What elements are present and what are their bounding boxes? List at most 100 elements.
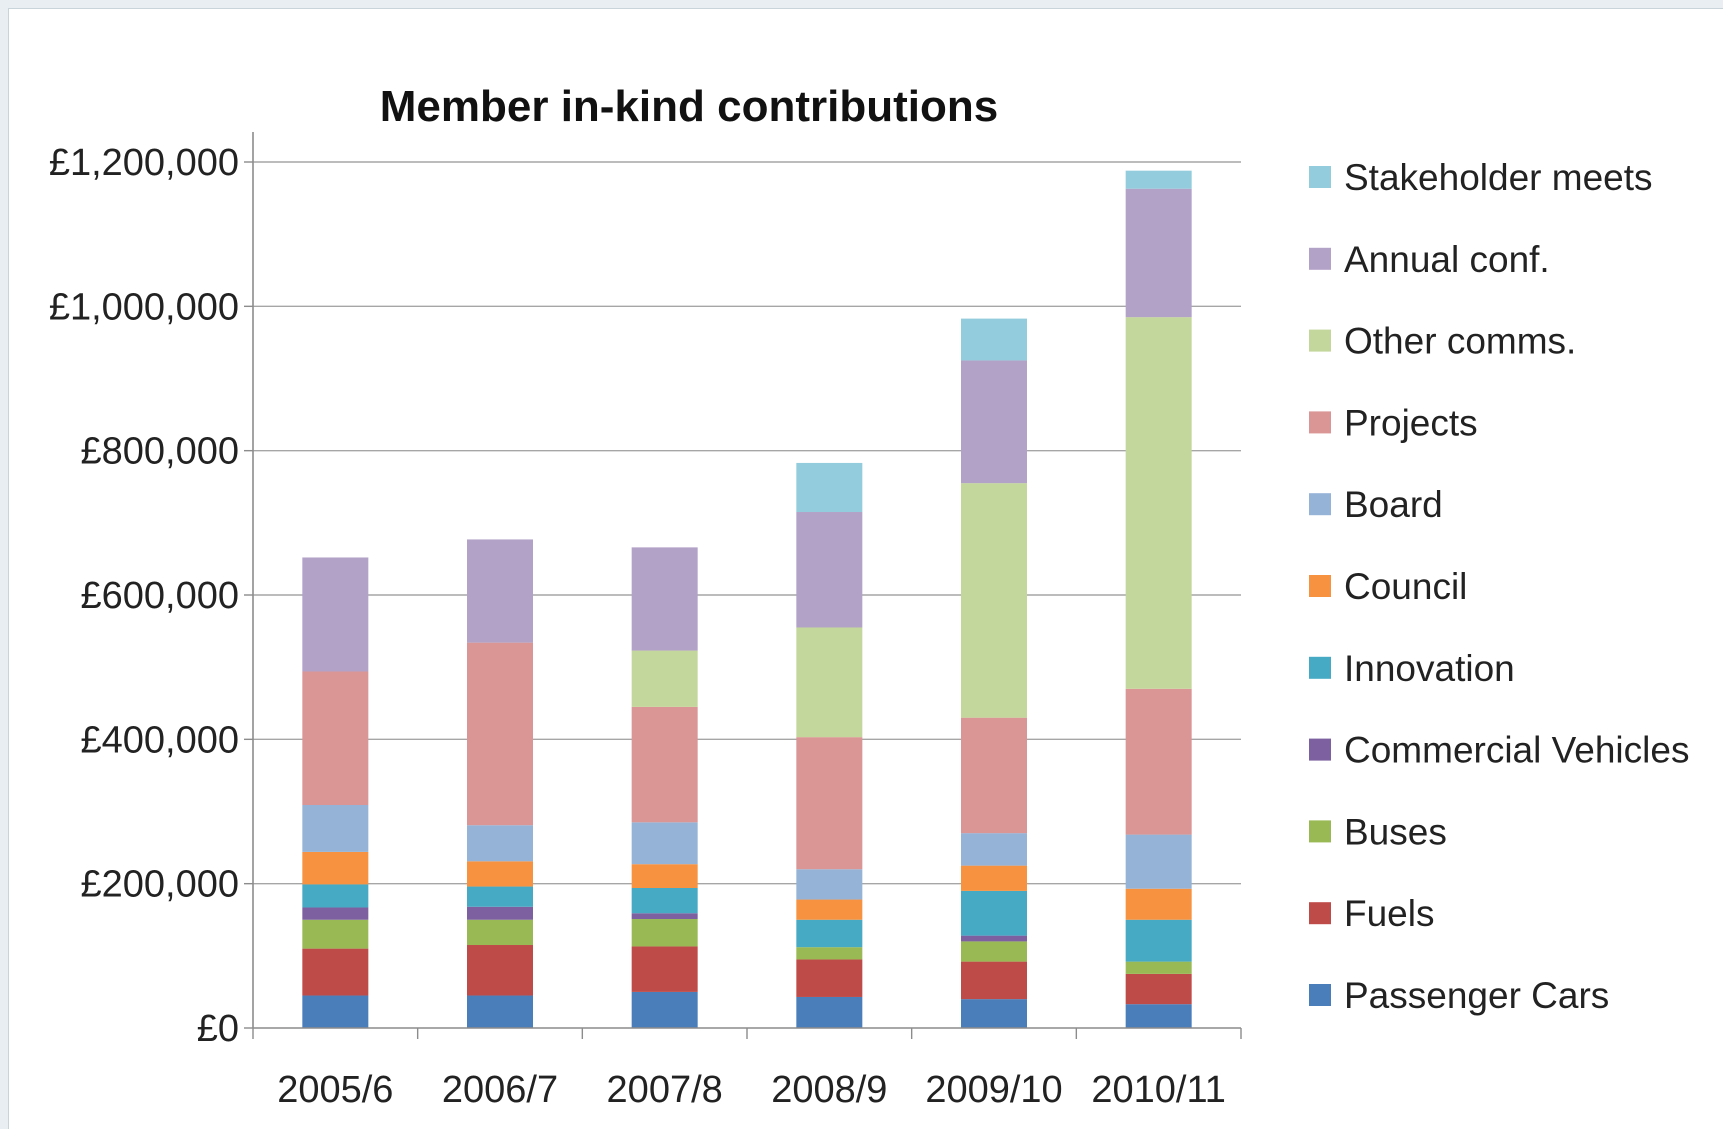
bar-segment (961, 999, 1027, 1028)
legend-swatch (1309, 984, 1331, 1006)
legend-label: Passenger Cars (1344, 975, 1609, 1016)
bar-segment (961, 941, 1027, 962)
bar-segment (1125, 919, 1192, 962)
bar-segment (302, 671, 369, 806)
x-tick-label: 2008/9 (771, 1069, 887, 1111)
bar-segment (1125, 1004, 1192, 1028)
bar-segment (1125, 888, 1192, 920)
bar-segment (631, 991, 698, 1028)
bar-segment (631, 864, 698, 888)
bar-segment (961, 961, 1027, 1000)
legend-label: Annual conf. (1344, 239, 1550, 280)
bar-segment (631, 822, 698, 865)
bar-segment (631, 887, 698, 914)
bar-segment (1125, 188, 1192, 318)
x-tick-label: 2009/10 (925, 1069, 1062, 1111)
gridlines (253, 161, 1241, 885)
bar-segment (1125, 317, 1192, 689)
axes: £0 £200,000 £400,000 £600,000 £800,000 £1,000… (49, 132, 1242, 1111)
legend-label: Buses (1344, 811, 1447, 852)
bar-segment (796, 959, 863, 997)
bar-segment (467, 945, 533, 996)
bar-segment (961, 717, 1027, 834)
bar-segment (467, 886, 533, 907)
bar-segment (467, 642, 533, 826)
bar-segment (1125, 170, 1192, 189)
bar-segment (302, 884, 369, 908)
bar-segment (796, 462, 863, 513)
bar-segment (1125, 961, 1192, 974)
bar-segment (961, 360, 1027, 484)
y-tick-label: £800,000 (81, 431, 240, 473)
bar-segment (796, 737, 863, 870)
bar-segment (796, 899, 863, 920)
bar-segment (467, 906, 533, 920)
bar-segment (467, 539, 533, 643)
x-tick-label: 2010/11 (1091, 1069, 1226, 1111)
x-tick-label: 2005/6 (277, 1069, 393, 1111)
bar-segment (796, 996, 863, 1028)
bar-segment (467, 919, 533, 946)
bar-segment (631, 706, 698, 823)
legend-label: Innovation (1344, 648, 1515, 689)
legend-label: Commercial Vehicles (1344, 730, 1689, 771)
legend-label: Fuels (1344, 893, 1434, 934)
bar-segment (467, 995, 533, 1028)
legend-swatch (1309, 902, 1331, 925)
bar-segment (467, 861, 533, 887)
bar-segment (796, 919, 863, 948)
y-tick-label: £600,000 (81, 575, 240, 617)
bar-segment (631, 946, 698, 992)
bar-segment (631, 650, 698, 707)
y-tick-label: £0 (197, 1008, 239, 1050)
bar-segment (961, 833, 1027, 866)
legend-label: Other comms. (1344, 321, 1576, 362)
legend-swatch (1309, 247, 1331, 270)
legend-swatch (1309, 493, 1331, 516)
bar-segment (796, 869, 863, 900)
bar-segment (796, 512, 863, 628)
bar-segment (1125, 973, 1192, 1005)
bar-segment (631, 919, 698, 947)
legend-label: Council (1344, 566, 1467, 607)
legend-label: Board (1344, 484, 1443, 525)
legend-swatch (1309, 411, 1331, 434)
bar-segment (961, 318, 1027, 361)
legend-swatch (1309, 656, 1331, 679)
bar-segment (961, 483, 1027, 718)
bar-segment (631, 547, 698, 651)
bar-segment (302, 907, 369, 920)
chart-svg: Member in-kind contributions £0£200,000£… (49, 82, 1690, 1111)
legend-swatch (1309, 575, 1331, 597)
legend-swatch (1309, 329, 1331, 352)
bar-segment (302, 557, 369, 672)
bar-segment (302, 948, 369, 996)
y-tick-label: £400,000 (81, 719, 240, 761)
legend-swatch (1309, 820, 1331, 843)
bar-stacks (302, 170, 1192, 1028)
bar-segment (302, 805, 369, 852)
bar-segment (1125, 688, 1192, 835)
legend: Stakeholder meets Annual conf. Other comms… (1309, 157, 1689, 1016)
x-tick-label: 2007/8 (607, 1069, 723, 1111)
bar-segment (796, 627, 863, 738)
y-tick-label: £1,000,000 (49, 286, 239, 328)
legend-label: Projects (1344, 402, 1478, 443)
chart-frame: Member in-kind contributions £0 £200,000 £… (8, 8, 1723, 1129)
bar-segment (1125, 834, 1192, 889)
chart-title: Member in-kind contributions (380, 82, 998, 131)
bar-segment (302, 995, 369, 1028)
legend-swatch (1309, 166, 1331, 188)
y-tick-label: £200,000 (81, 864, 240, 906)
x-tick-label: 2006/7 (442, 1069, 558, 1111)
legend-swatch (1309, 738, 1331, 761)
bar-segment (467, 825, 533, 862)
bar-segment (961, 865, 1027, 891)
bar-segment (796, 947, 863, 960)
bar-segment (302, 919, 369, 949)
bar-segment (631, 913, 698, 920)
legend-label: Stakeholder meets (1344, 157, 1653, 198)
bar-segment (961, 890, 1027, 936)
y-tick-label: £1,200,000 (49, 142, 239, 184)
bar-segment (302, 851, 369, 885)
